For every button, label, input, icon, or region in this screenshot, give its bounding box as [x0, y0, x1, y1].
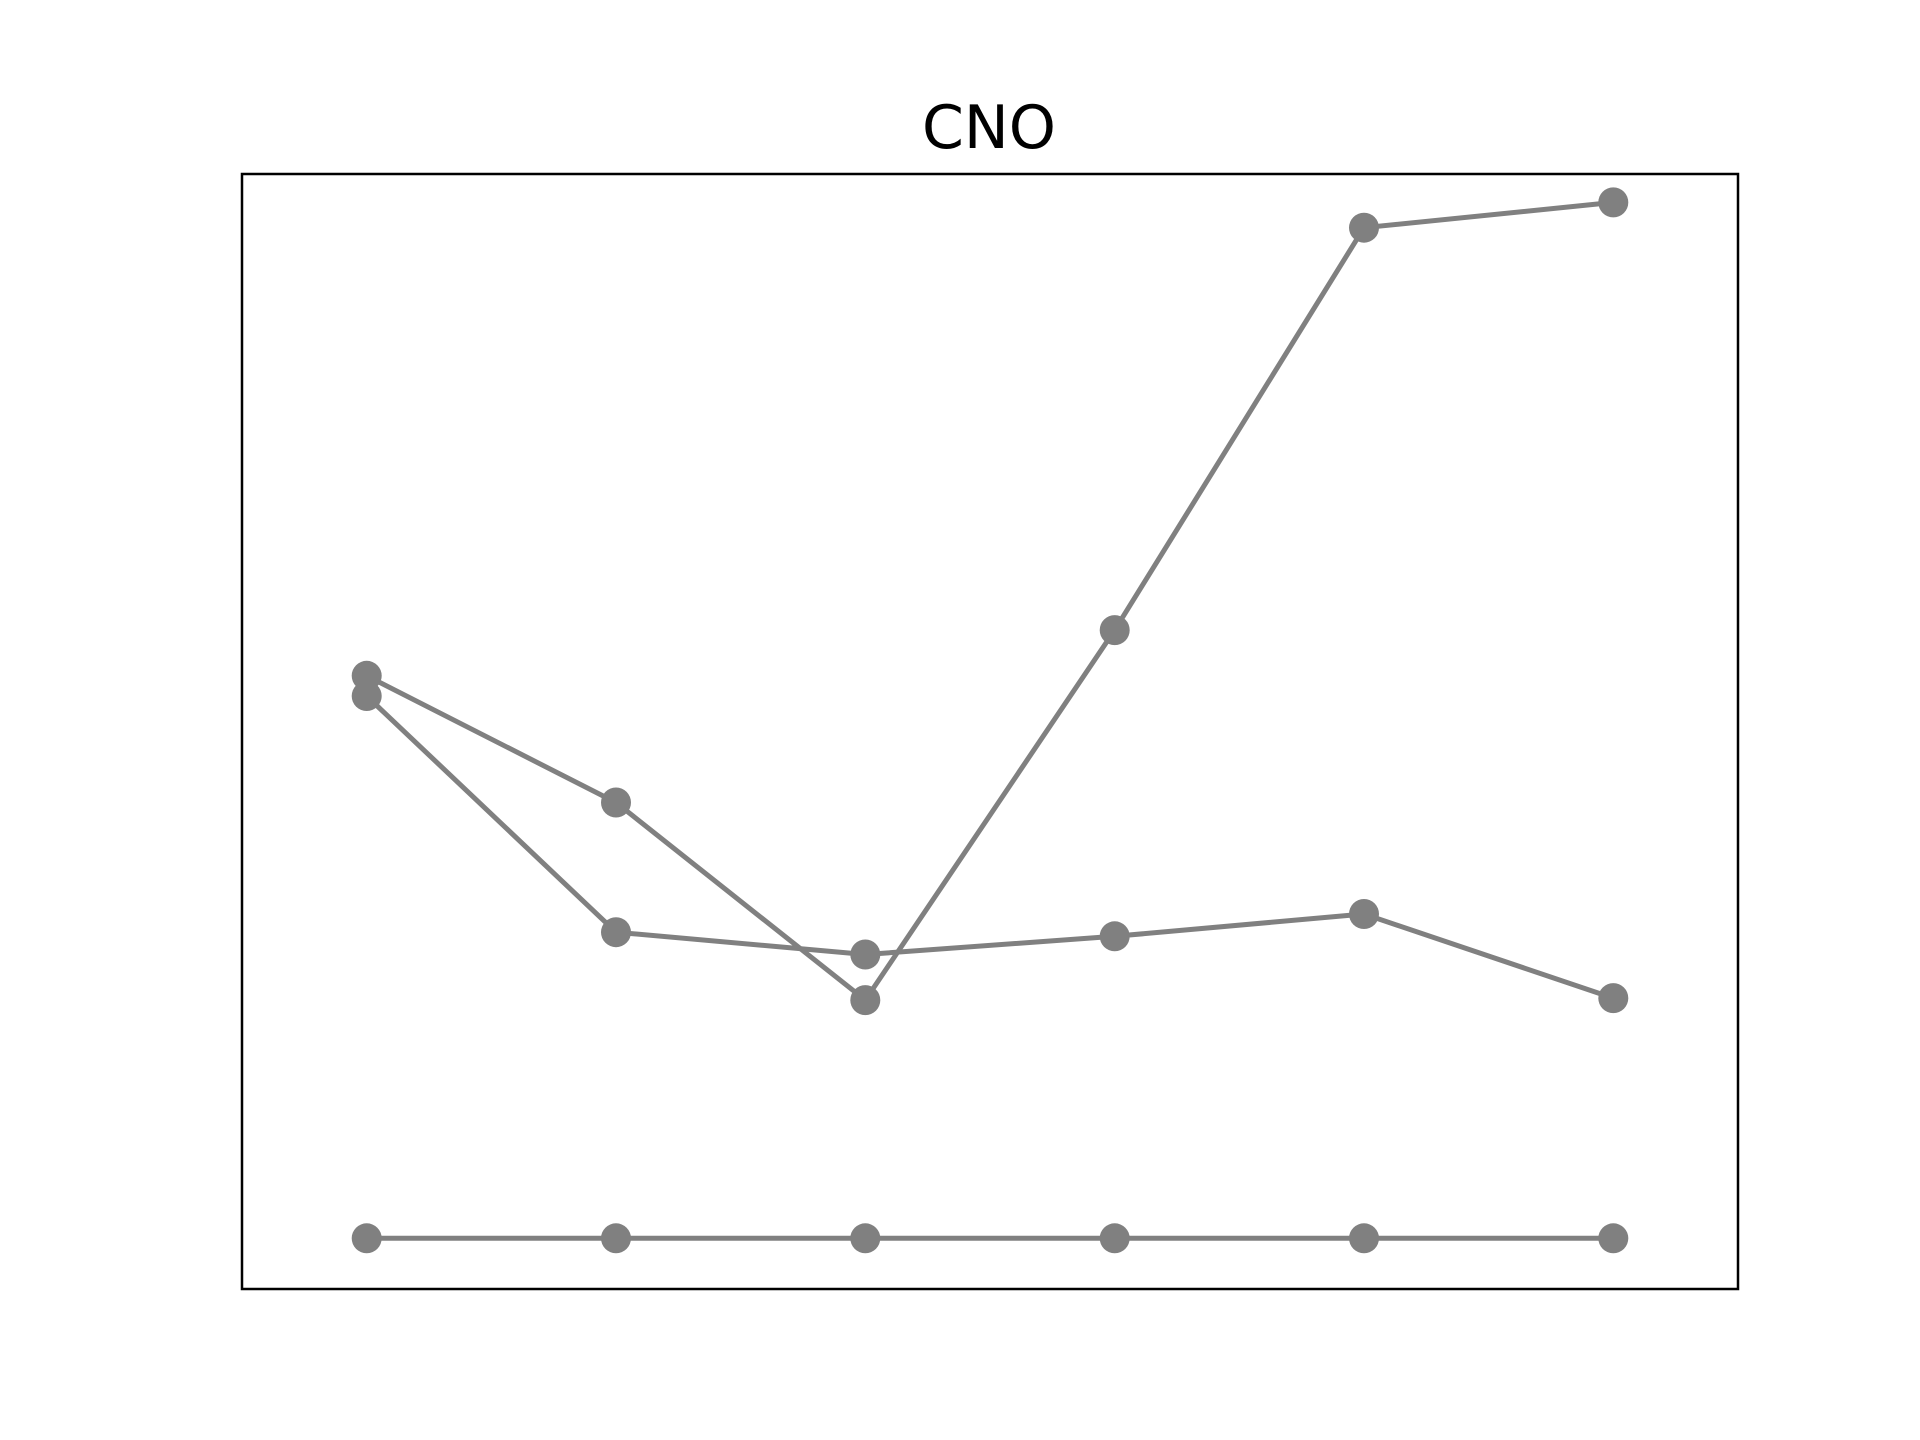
series-1-point-3	[850, 985, 881, 1016]
chart-title: CNO	[922, 93, 1056, 163]
series-2-point-6	[1598, 983, 1629, 1014]
series-3-point-5	[1349, 1223, 1379, 1254]
series-1-point-2	[601, 787, 631, 818]
series-2-point-1	[351, 681, 382, 711]
plot-area	[351, 187, 1629, 1254]
series-2	[351, 681, 1629, 1014]
series-2-line	[364, 694, 1615, 1001]
plot-frame	[240, 172, 1740, 1291]
series-1-point-5	[1349, 212, 1379, 243]
series-3-point-2	[601, 1223, 631, 1254]
series-2-point-3	[850, 939, 881, 970]
series-3-point-1	[351, 1223, 382, 1254]
series-3-point-3	[850, 1223, 881, 1254]
series-2-point-5	[1349, 899, 1379, 929]
series-1	[351, 187, 1629, 1016]
series-1-point-4	[1099, 615, 1130, 646]
series-3-point-6	[1598, 1223, 1629, 1254]
series-3	[351, 1223, 1629, 1254]
series-2-point-2	[601, 917, 631, 948]
series-1-line	[365, 199, 1614, 1003]
series-2-point-4	[1099, 921, 1130, 952]
series-1-point-6	[1598, 187, 1629, 218]
series-3-point-4	[1099, 1223, 1130, 1254]
